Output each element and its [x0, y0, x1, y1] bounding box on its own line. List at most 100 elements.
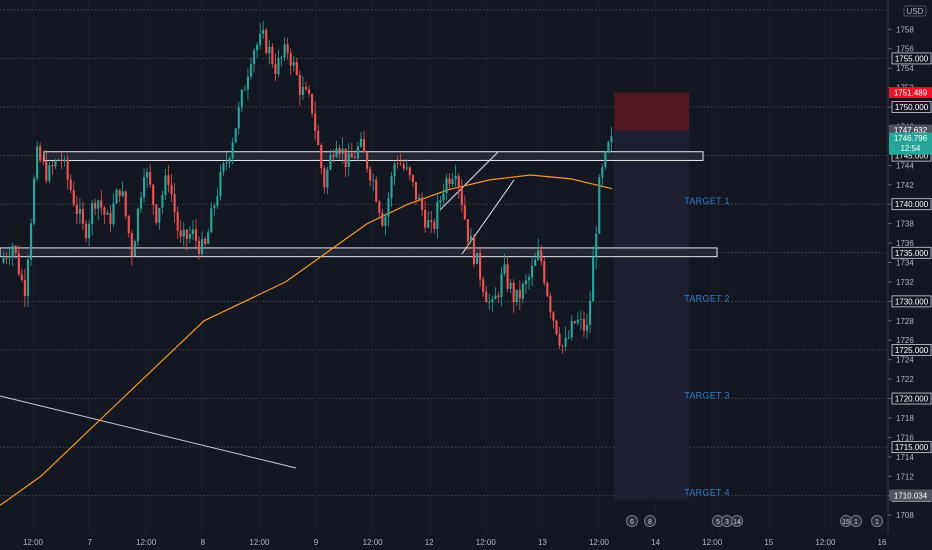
session-marker-label: 8 — [648, 519, 652, 526]
zone-support — [0, 247, 718, 258]
candle-body — [81, 208, 85, 224]
candle-body — [170, 184, 173, 195]
candle-body — [121, 191, 124, 196]
price-level-label: 1755.000 — [895, 54, 929, 63]
candle-body — [268, 47, 271, 54]
candle-body — [219, 171, 222, 197]
target-label: TARGET 1 — [684, 196, 730, 206]
candle-body — [158, 207, 161, 223]
stop-loss-zone[interactable] — [614, 92, 689, 131]
price-badge — [889, 489, 932, 501]
candle-body — [424, 209, 427, 228]
price-tick-label: 1742 — [896, 181, 914, 190]
price-level-box — [891, 101, 932, 113]
candle-body — [20, 274, 23, 280]
candle-body — [460, 187, 463, 206]
candle-body — [482, 279, 485, 292]
candle-body — [378, 201, 381, 213]
candle-body — [231, 142, 234, 159]
candle-body — [234, 128, 237, 143]
time-tick-label: 12:00 — [363, 538, 384, 547]
candle-body — [479, 253, 482, 280]
candle-body — [552, 312, 555, 321]
candle-body — [540, 250, 543, 262]
candle-body — [390, 176, 393, 199]
candle-body — [5, 257, 8, 259]
downtrend-line — [0, 395, 297, 469]
candle-body — [527, 277, 531, 281]
moving-average-line — [0, 174, 613, 506]
candle-body — [567, 337, 570, 339]
candle-body — [142, 177, 146, 198]
candle-body — [601, 167, 604, 178]
candle-body — [167, 175, 170, 185]
candle-body — [598, 177, 601, 234]
candle-body — [207, 232, 210, 245]
price-badge — [889, 132, 932, 155]
candle-body — [359, 138, 363, 147]
price-tick-label: 1724 — [896, 356, 914, 365]
time-tick-label: 12:00 — [589, 538, 610, 547]
candle-body — [173, 194, 176, 213]
candle-body — [36, 146, 39, 179]
session-marker-label: 3 — [725, 519, 729, 526]
candle-body — [295, 62, 298, 75]
candle-body — [534, 259, 537, 266]
time-axis[interactable]: 12:00 7 12:00 8 12:00 9 12:00 12 12:00 13 12:00 14 1… — [23, 538, 887, 547]
candle-body — [494, 295, 497, 300]
candle-body — [127, 215, 130, 234]
candle-body — [408, 167, 411, 176]
candle-body — [366, 152, 369, 169]
price-level-label: 1730.000 — [895, 297, 929, 306]
candle-body — [384, 216, 387, 226]
candle-body — [289, 52, 292, 66]
candle-body — [521, 284, 524, 299]
candle-body — [420, 197, 424, 210]
candle-body — [57, 159, 60, 161]
candle-body — [2, 257, 5, 263]
price-tick-label: 1716 — [896, 433, 914, 442]
price-badge-label: 1751.489 — [894, 89, 928, 98]
candle-body — [146, 171, 149, 178]
candle-body — [417, 197, 421, 200]
candle-body — [237, 107, 240, 129]
candle-body — [51, 165, 54, 167]
candle-body — [485, 291, 488, 303]
session-marker-label: 14 — [733, 519, 741, 526]
time-tick-label: 12:00 — [23, 538, 44, 547]
candle-body — [112, 203, 115, 225]
candle-body — [375, 179, 378, 202]
candle-body — [332, 155, 335, 157]
candle-body — [72, 190, 75, 205]
projection-shade — [614, 130, 689, 500]
candle-body — [475, 253, 479, 265]
candle-body — [210, 208, 213, 233]
zone-resistance — [43, 151, 704, 161]
candle-body — [259, 33, 262, 45]
candle-body — [201, 238, 204, 255]
candle-body — [524, 280, 528, 285]
candle-body — [301, 86, 304, 95]
candle-body — [607, 142, 610, 152]
candle-body — [500, 273, 503, 298]
candle-body — [399, 163, 402, 165]
candle-body — [94, 203, 97, 209]
candle-body — [283, 44, 286, 58]
candle-body — [262, 30, 265, 34]
price-tick-label: 1736 — [896, 239, 914, 248]
time-tick-label: 12:00 — [476, 538, 497, 547]
price-tick-label: 1738 — [896, 220, 914, 229]
candle-body — [604, 151, 607, 168]
candle-body — [124, 191, 127, 216]
price-tick-label: 1732 — [896, 278, 914, 287]
candle-body — [179, 230, 182, 237]
currency-text: USD — [907, 7, 924, 16]
candle-body — [69, 179, 72, 191]
vertical-grid — [32, 0, 883, 533]
candle-body — [115, 189, 118, 204]
candle-body — [155, 204, 158, 223]
candle-body — [442, 193, 445, 201]
candle-body — [579, 319, 582, 320]
channel-upper-line — [439, 151, 499, 211]
